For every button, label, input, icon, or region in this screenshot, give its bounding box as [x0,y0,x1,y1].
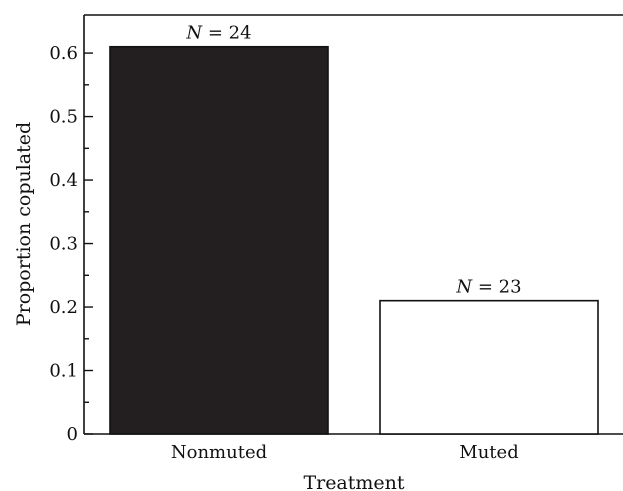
x-axis-title: Treatment [303,472,404,491]
y-tick-label: 0.6 [49,43,78,64]
x-tick-label: Muted [459,442,518,463]
bar-n-label: N = 24 [185,23,251,44]
bar-n-label: N = 23 [455,277,521,298]
bar-nonmuted [109,45,329,435]
y-tick-label: 0.2 [49,297,78,318]
y-ticks: 0 0.1 0.2 0.3 0.4 0.5 0.6 [49,43,93,445]
bar-labels: N = 24 N = 23 [185,23,521,298]
x-tick-labels: Nonmuted Muted [171,442,519,463]
y-tick-label: 0.1 [49,361,78,382]
y-tick-label: 0.3 [49,234,78,255]
y-tick-label: 0.4 [49,170,78,191]
y-tick-label: 0 [67,424,78,445]
y-axis-title: Proportion copulated [13,122,35,326]
x-tick-label: Nonmuted [171,442,267,463]
y-tick-label: 0.5 [49,107,78,128]
bar-muted [379,299,599,435]
bars [109,45,599,435]
